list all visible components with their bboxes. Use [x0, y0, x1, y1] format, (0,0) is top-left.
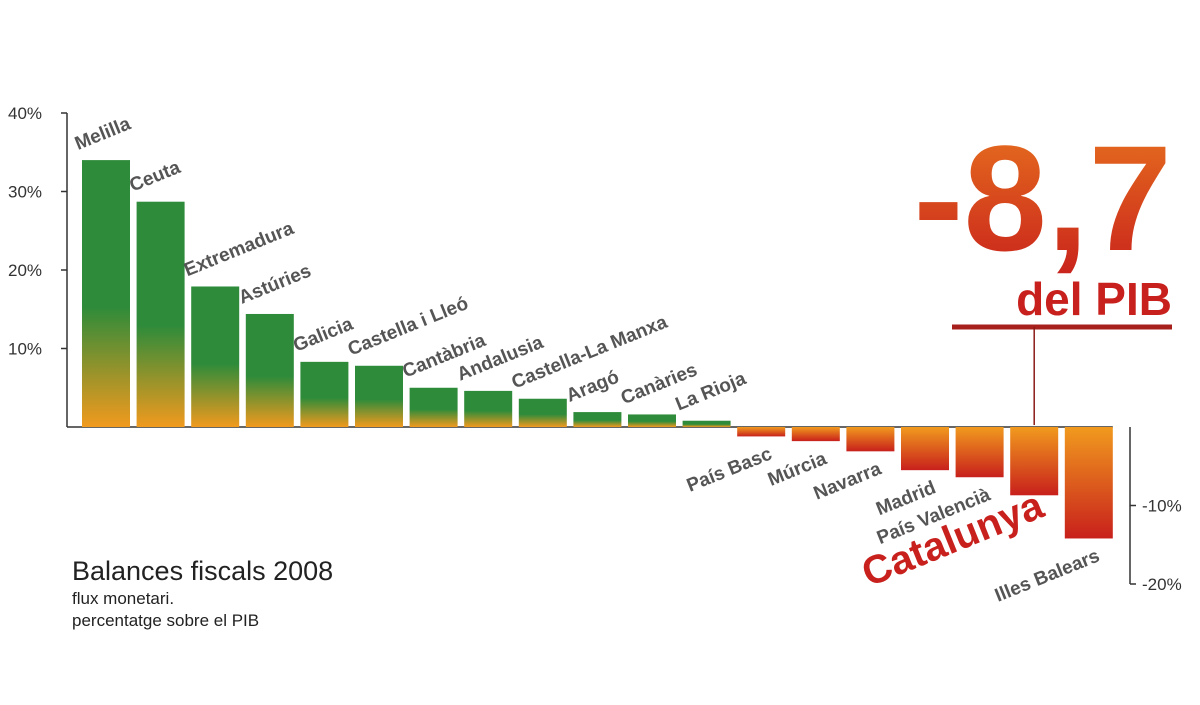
- bar: [1010, 427, 1059, 496]
- bar: [136, 201, 185, 427]
- category-label: Astúries: [236, 261, 314, 309]
- bar: [409, 387, 458, 427]
- bar: [901, 427, 949, 471]
- bar: [300, 361, 349, 427]
- y-tick-label: 30%: [8, 183, 42, 202]
- chart-title: Balances fiscals 2008: [72, 556, 333, 586]
- category-label: Ceuta: [127, 157, 184, 196]
- category-label: Illes Balears: [992, 546, 1103, 607]
- bar: [464, 390, 513, 427]
- y-tick-label: -20%: [1142, 575, 1182, 594]
- category-label: País Basc: [684, 443, 776, 496]
- y-tick-label: 20%: [8, 261, 42, 280]
- highlight-suffix: del PIB: [1016, 273, 1172, 325]
- category-label: Aragó: [563, 367, 622, 407]
- bar: [791, 427, 840, 442]
- category-label: Melilla: [72, 113, 134, 154]
- bar: [573, 412, 622, 427]
- bar: [245, 313, 294, 427]
- highlight-value: -8,7: [914, 114, 1172, 282]
- bar: [628, 414, 676, 427]
- bar: [191, 286, 240, 427]
- bars-group: [82, 160, 1113, 539]
- bar: [355, 365, 403, 427]
- chart-subtitle-line2: percentatge sobre el PIB: [72, 611, 259, 630]
- bar: [846, 427, 895, 452]
- bar: [955, 427, 1004, 478]
- right-y-axis: -10% -20%: [1129, 427, 1182, 594]
- bar: [1064, 427, 1113, 539]
- bar: [82, 160, 130, 427]
- bar: [737, 427, 786, 437]
- y-tick-label: -10%: [1142, 497, 1182, 516]
- y-tick-label: 40%: [8, 104, 42, 123]
- y-tick-label: 10%: [8, 340, 42, 359]
- chart-subtitle-line1: flux monetari.: [72, 589, 174, 608]
- bar: [518, 398, 567, 427]
- bar: [682, 420, 731, 427]
- category-label: Galicia: [290, 314, 356, 357]
